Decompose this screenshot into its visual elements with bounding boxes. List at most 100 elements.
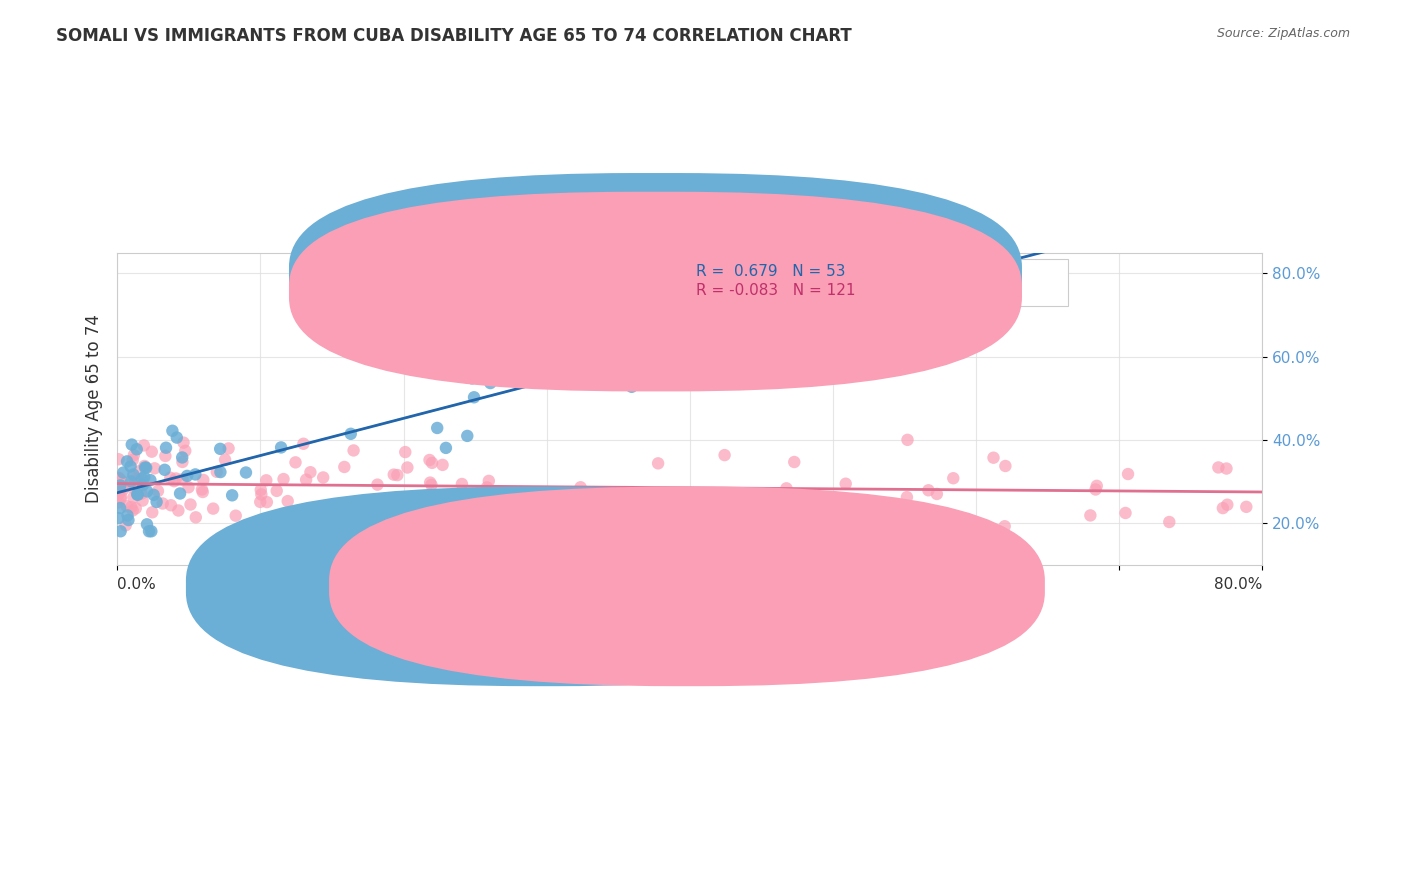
Text: Somalis: Somalis: [575, 579, 636, 594]
Somalis: [479, 376, 502, 390]
Immigrants from Cuba: [569, 480, 592, 494]
Immigrants from Cuba: [783, 455, 806, 469]
Immigrants from Cuba: [108, 471, 131, 485]
Immigrants from Cuba: [451, 477, 474, 491]
Text: R = -0.083   N = 121: R = -0.083 N = 121: [696, 283, 855, 298]
Immigrants from Cuba: [1216, 498, 1239, 512]
Somalis: [117, 513, 139, 527]
Immigrants from Cuba: [112, 483, 135, 497]
Somalis: [112, 466, 135, 480]
Immigrants from Cuba: [342, 443, 364, 458]
Somalis: [153, 463, 176, 477]
FancyBboxPatch shape: [610, 259, 1067, 306]
Immigrants from Cuba: [925, 487, 948, 501]
Immigrants from Cuba: [1084, 483, 1107, 497]
FancyBboxPatch shape: [290, 192, 1022, 392]
Immigrants from Cuba: [942, 471, 965, 485]
Immigrants from Cuba: [835, 476, 858, 491]
Immigrants from Cuba: [249, 495, 271, 509]
Immigrants from Cuba: [122, 470, 145, 484]
Somalis: [434, 441, 457, 455]
Somalis: [176, 469, 198, 483]
Immigrants from Cuba: [1215, 461, 1237, 475]
Immigrants from Cuba: [917, 483, 939, 498]
Immigrants from Cuba: [330, 500, 353, 515]
Immigrants from Cuba: [394, 445, 416, 459]
Somalis: [221, 488, 243, 502]
Immigrants from Cuba: [163, 474, 186, 488]
Immigrants from Cuba: [420, 456, 443, 470]
Somalis: [184, 467, 207, 482]
Somalis: [235, 466, 257, 480]
Immigrants from Cuba: [1085, 479, 1108, 493]
Immigrants from Cuba: [284, 455, 307, 469]
Immigrants from Cuba: [543, 520, 565, 534]
Immigrants from Cuba: [775, 481, 797, 495]
Immigrants from Cuba: [382, 467, 405, 482]
Somalis: [117, 508, 139, 523]
Somalis: [141, 524, 163, 539]
Immigrants from Cuba: [817, 500, 839, 514]
Somalis: [125, 442, 148, 457]
Immigrants from Cuba: [141, 444, 163, 458]
Immigrants from Cuba: [141, 505, 163, 519]
Immigrants from Cuba: [273, 472, 295, 486]
Immigrants from Cuba: [121, 503, 143, 517]
Immigrants from Cuba: [266, 483, 288, 498]
Immigrants from Cuba: [218, 442, 240, 456]
Somalis: [610, 351, 633, 366]
Immigrants from Cuba: [254, 473, 277, 487]
Somalis: [142, 488, 165, 502]
Immigrants from Cuba: [174, 443, 197, 458]
Immigrants from Cuba: [134, 458, 156, 473]
Immigrants from Cuba: [475, 480, 498, 494]
Immigrants from Cuba: [647, 456, 669, 470]
Immigrants from Cuba: [179, 498, 201, 512]
Immigrants from Cuba: [122, 491, 145, 505]
Somalis: [108, 501, 131, 516]
Text: Immigrants from Cuba: Immigrants from Cuba: [713, 579, 886, 594]
Somalis: [132, 477, 155, 491]
Somalis: [120, 475, 142, 489]
Immigrants from Cuba: [128, 464, 150, 478]
Text: R =  0.679   N = 53: R = 0.679 N = 53: [696, 264, 845, 279]
Immigrants from Cuba: [122, 477, 145, 491]
Immigrants from Cuba: [191, 483, 214, 497]
Immigrants from Cuba: [876, 505, 898, 519]
Immigrants from Cuba: [177, 480, 200, 494]
Immigrants from Cuba: [333, 459, 356, 474]
Somalis: [166, 431, 188, 445]
Immigrants from Cuba: [115, 500, 138, 514]
Immigrants from Cuba: [122, 448, 145, 462]
Immigrants from Cuba: [173, 435, 195, 450]
Immigrants from Cuba: [202, 501, 225, 516]
Immigrants from Cuba: [299, 465, 322, 479]
Immigrants from Cuba: [214, 452, 236, 467]
Y-axis label: Disability Age 65 to 74: Disability Age 65 to 74: [86, 314, 103, 503]
Immigrants from Cuba: [396, 460, 419, 475]
Immigrants from Cuba: [366, 477, 388, 491]
Somalis: [127, 487, 149, 501]
Immigrants from Cuba: [107, 452, 129, 467]
Immigrants from Cuba: [127, 473, 149, 487]
Immigrants from Cuba: [191, 485, 214, 500]
Immigrants from Cuba: [143, 461, 166, 475]
Immigrants from Cuba: [111, 474, 134, 488]
Immigrants from Cuba: [1116, 467, 1139, 481]
Immigrants from Cuba: [994, 519, 1017, 533]
Immigrants from Cuba: [1234, 500, 1257, 514]
Immigrants from Cuba: [429, 494, 451, 508]
Immigrants from Cuba: [704, 501, 727, 516]
Immigrants from Cuba: [107, 495, 129, 509]
Somalis: [426, 421, 449, 435]
Somalis: [155, 441, 177, 455]
Immigrants from Cuba: [292, 436, 315, 450]
Immigrants from Cuba: [165, 471, 187, 485]
Immigrants from Cuba: [1115, 506, 1137, 520]
Immigrants from Cuba: [159, 471, 181, 485]
Somalis: [172, 450, 194, 465]
Somalis: [703, 328, 725, 343]
Immigrants from Cuba: [110, 491, 132, 506]
Somalis: [136, 484, 159, 499]
Immigrants from Cuba: [108, 472, 131, 486]
